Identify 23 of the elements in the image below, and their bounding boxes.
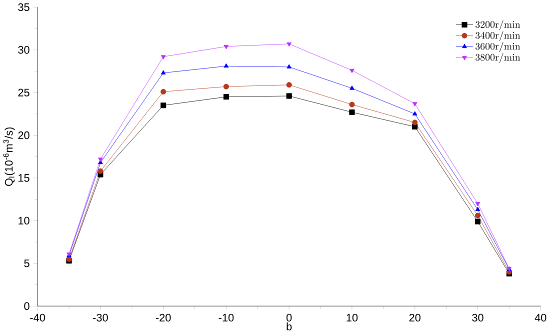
y-tick-label: 5 (24, 260, 30, 268)
x-tick-label: -10 (218, 314, 234, 322)
y-tick-label: 35 (18, 3, 30, 12)
x-tick-label: 20 (409, 314, 420, 322)
legend-label: 3600r/min (476, 42, 520, 52)
x-tick-label: 0 (286, 314, 292, 322)
x-tick-label: 30 (472, 314, 484, 322)
x-axis-title: b (286, 322, 292, 331)
x-tick-label: 10 (346, 314, 358, 322)
y-tick-label: 25 (18, 88, 30, 97)
y-tick-label: 30 (18, 46, 30, 54)
legend-label: 3200r/min (476, 20, 520, 30)
x-tick-label: -20 (156, 314, 171, 322)
x-tick-label: -30 (93, 314, 108, 322)
y-tick-label: 0 (24, 302, 30, 310)
y-axis-title: Q$_{l}$(10$^{-6}$m$^{3}$/s) (3, 128, 15, 186)
y-tick-label: 20 (18, 132, 30, 140)
x-tick-label: 40 (534, 314, 546, 322)
legend-label: 3800r/min (476, 53, 520, 64)
legend-label: 3400r/min (476, 31, 520, 42)
x-tick-label: -40 (30, 314, 46, 322)
y-tick-label: 15 (18, 174, 30, 182)
y-tick-label: 10 (18, 216, 30, 225)
